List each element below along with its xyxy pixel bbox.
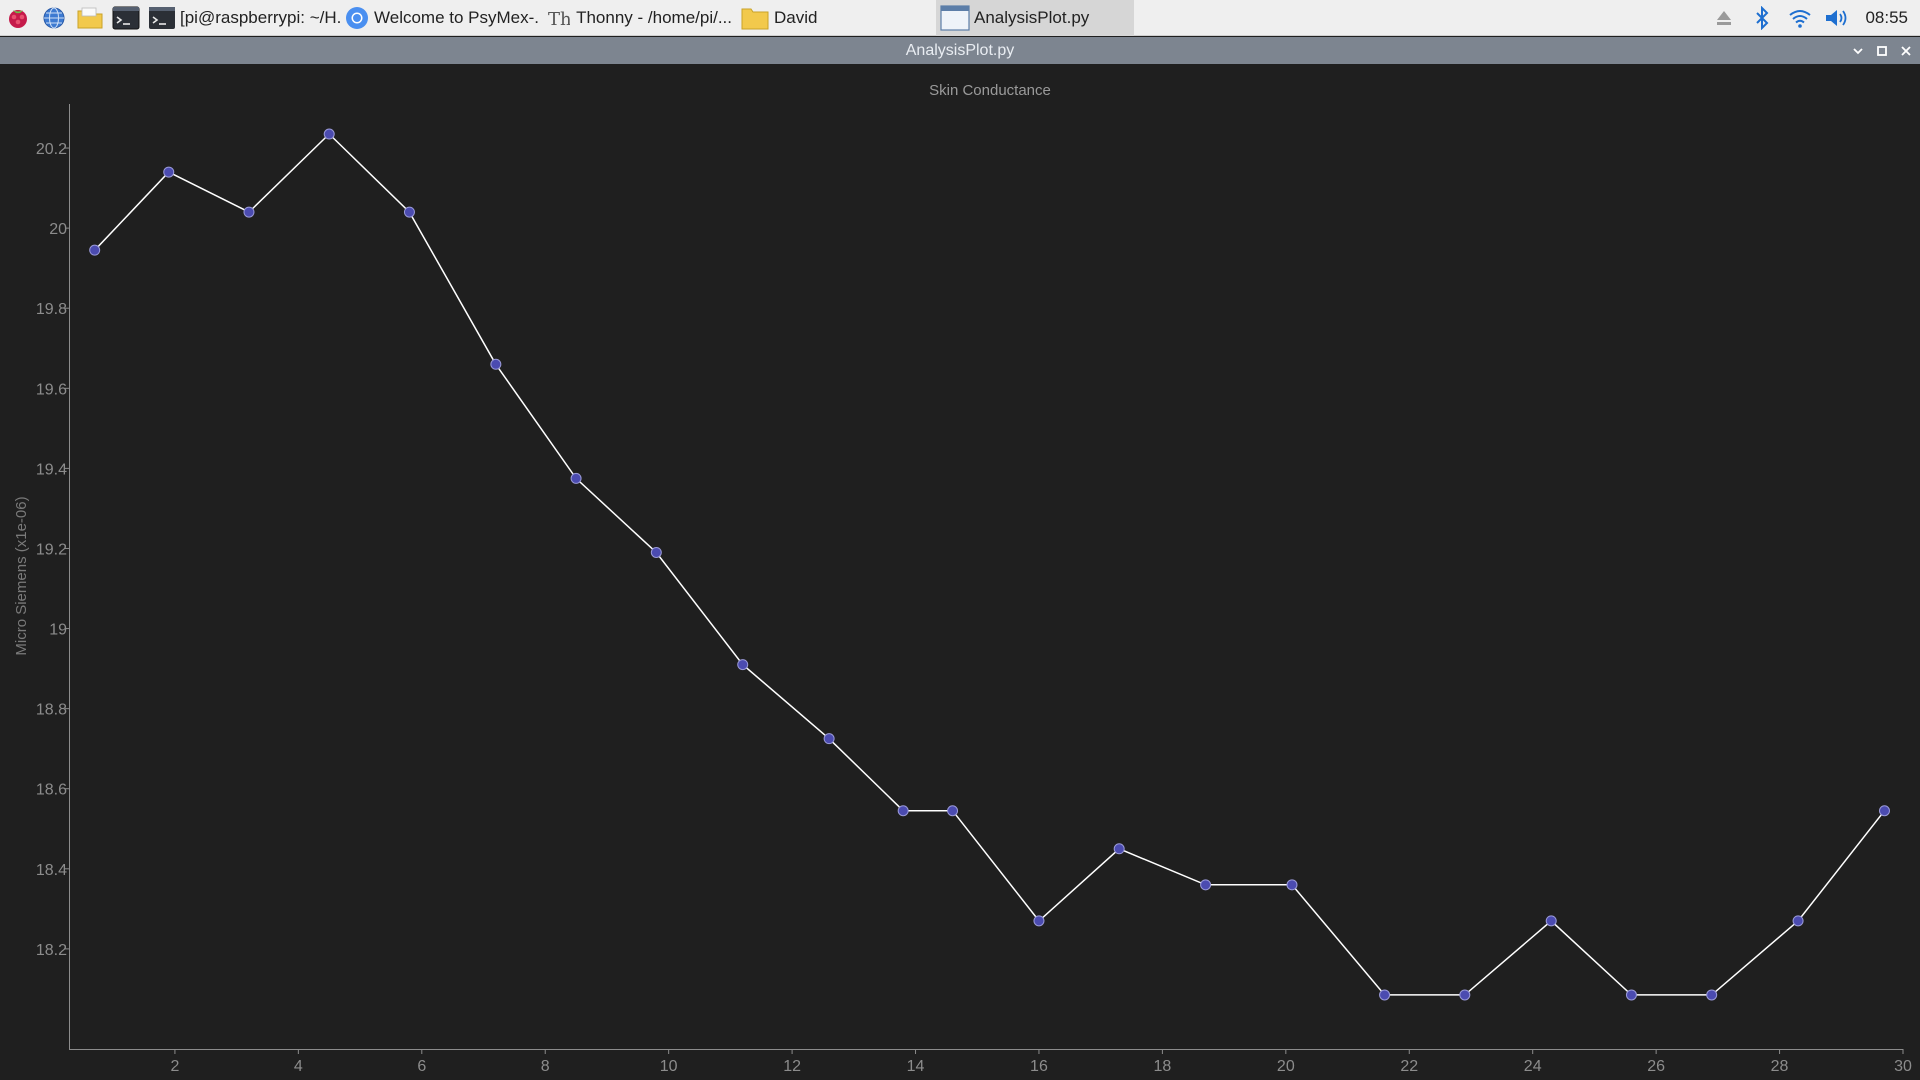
data-point xyxy=(1379,989,1391,1001)
y-tick-label: 19 xyxy=(49,622,67,639)
data-point xyxy=(1033,915,1045,927)
data-point xyxy=(737,659,749,671)
task-folder[interactable]: David xyxy=(736,0,936,36)
x-tick-label: 2 xyxy=(170,1058,179,1075)
task-label: AnalysisPlot.py xyxy=(974,7,1090,27)
data-point xyxy=(650,546,662,558)
folder-icon xyxy=(740,4,770,32)
x-tick-label: 18 xyxy=(1153,1058,1171,1075)
data-series xyxy=(89,128,1890,1001)
task-analysisplot[interactable]: AnalysisPlot.py xyxy=(936,0,1134,36)
data-point xyxy=(1878,805,1890,817)
system-tray: 08:55 xyxy=(1705,0,1920,36)
file-manager-icon[interactable] xyxy=(72,0,108,36)
data-point xyxy=(89,244,101,256)
data-point xyxy=(1545,915,1557,927)
task-thonny[interactable]: Th Thonny - /home/pi/... xyxy=(540,0,736,36)
y-tick-label: 18.4 xyxy=(36,862,67,879)
x-tick-label: 20 xyxy=(1277,1058,1295,1075)
data-point xyxy=(823,733,835,745)
data-point xyxy=(323,128,335,140)
task-label: [pi@raspberrypi: ~/H... xyxy=(180,7,340,27)
data-point xyxy=(1113,843,1125,855)
x-tick-label: 26 xyxy=(1647,1058,1665,1075)
data-point xyxy=(570,472,582,484)
data-point xyxy=(897,805,909,817)
x-tick-label: 16 xyxy=(1030,1058,1048,1075)
eject-icon[interactable] xyxy=(1705,0,1743,36)
x-tick-label: 10 xyxy=(660,1058,678,1075)
x-tick-label: 14 xyxy=(907,1058,925,1075)
x-tick-label: 22 xyxy=(1400,1058,1418,1075)
x-tick-label: 28 xyxy=(1771,1058,1789,1075)
x-tick-label: 24 xyxy=(1524,1058,1542,1075)
y-tick-label: 19.6 xyxy=(36,381,67,398)
web-browser-icon[interactable] xyxy=(36,0,72,36)
y-tick-label: 19.8 xyxy=(36,301,67,318)
x-tick-label: 8 xyxy=(541,1058,550,1075)
y-tick-label: 19.4 xyxy=(36,461,67,478)
window-title: AnalysisPlot.py xyxy=(905,41,1015,59)
y-axis-label: Micro Siemens (x1e-06) xyxy=(13,496,30,655)
series-line xyxy=(94,132,1886,996)
volume-icon[interactable] xyxy=(1819,0,1857,36)
task-terminal[interactable]: [pi@raspberrypi: ~/H... xyxy=(144,0,340,36)
x-tick-label: 6 xyxy=(417,1058,426,1075)
window-titlebar[interactable]: AnalysisPlot.py xyxy=(0,37,1920,64)
minimize-icon[interactable] xyxy=(1850,43,1866,59)
task-label: Thonny - /home/pi/... xyxy=(576,7,732,27)
data-point xyxy=(403,206,415,218)
task-chromium[interactable]: Welcome to PsyMex-... xyxy=(340,0,540,36)
svg-text:Th: Th xyxy=(548,9,570,30)
window-icon xyxy=(940,4,970,32)
data-point xyxy=(1625,989,1637,1001)
y-tick-label: 20.2 xyxy=(36,141,67,158)
y-tick-label: 18.8 xyxy=(36,702,67,719)
y-tick-label: 19.2 xyxy=(36,541,67,558)
chromium-icon xyxy=(344,4,370,32)
clock[interactable]: 08:55 xyxy=(1865,7,1908,27)
data-point xyxy=(1792,915,1804,927)
y-tick-label: 20 xyxy=(49,221,67,238)
data-point xyxy=(1200,879,1212,891)
data-point xyxy=(163,166,175,178)
x-tick-label: 30 xyxy=(1894,1058,1912,1075)
raspberry-menu-icon[interactable] xyxy=(0,0,36,36)
chart-title: Skin Conductance xyxy=(929,82,1051,99)
data-point xyxy=(1706,989,1718,1001)
data-point xyxy=(1286,879,1298,891)
x-tick-label: 4 xyxy=(294,1058,303,1075)
y-tick-label: 18.2 xyxy=(36,942,67,959)
data-point xyxy=(243,206,255,218)
maximize-icon[interactable] xyxy=(1874,43,1890,59)
x-ticks: 2 4 6 8 10 12 14 16 18 20 22 24 26 28 30 xyxy=(170,1049,1912,1075)
bluetooth-icon[interactable] xyxy=(1743,0,1781,36)
x-tick-label: 12 xyxy=(783,1058,801,1075)
taskbar: [pi@raspberrypi: ~/H... Welcome to PsyMe… xyxy=(0,0,1920,36)
task-label: David xyxy=(774,7,818,27)
y-tick-label: 18.6 xyxy=(36,782,67,799)
data-point xyxy=(947,805,959,817)
wifi-icon[interactable] xyxy=(1781,0,1819,36)
close-icon[interactable] xyxy=(1898,43,1914,59)
terminal-icon[interactable] xyxy=(108,0,144,36)
plot-window: Skin Conductance Micro Siemens (x1e-06) … xyxy=(0,64,1920,1080)
y-ticks: 18.2 18.4 18.6 18.8 19 19.2 19.4 19.6 19.8 20 20.2 xyxy=(36,141,70,959)
data-point xyxy=(490,358,502,370)
thonny-icon: Th xyxy=(544,4,572,32)
terminal-icon xyxy=(148,4,176,32)
task-label: Welcome to PsyMex-... xyxy=(374,7,540,27)
skin-conductance-chart: Skin Conductance Micro Siemens (x1e-06) … xyxy=(13,82,1912,1075)
data-point xyxy=(1459,989,1471,1001)
